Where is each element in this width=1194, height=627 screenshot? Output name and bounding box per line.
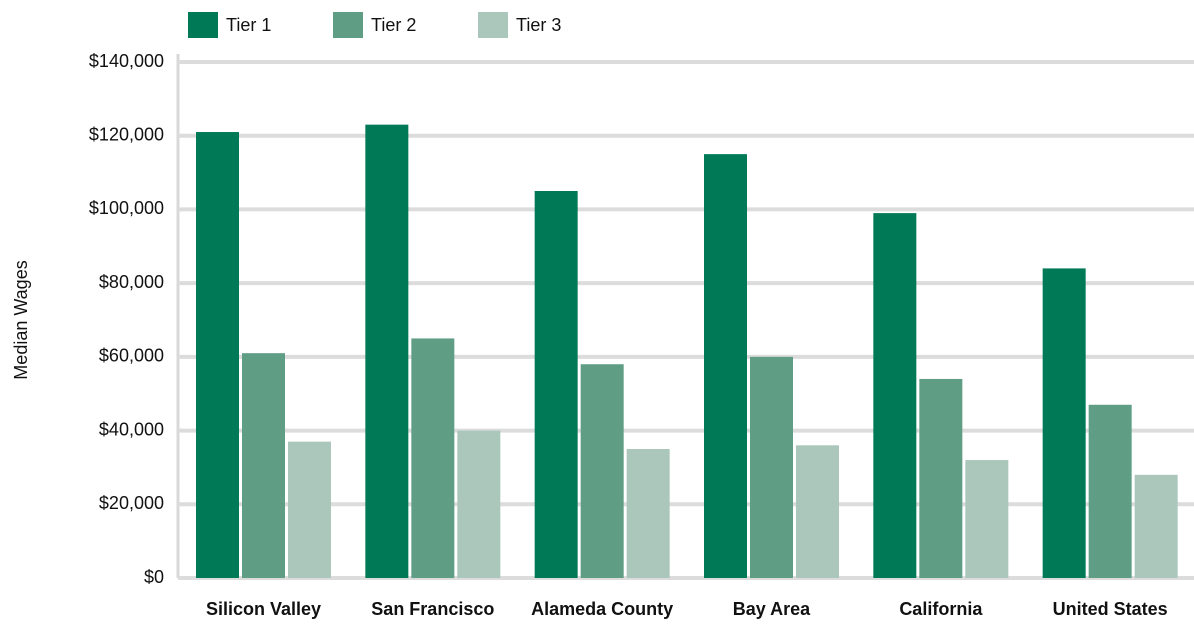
y-tick-label: $60,000: [99, 346, 164, 366]
bar: [580, 364, 624, 578]
bar: [750, 356, 793, 578]
y-tick-label: $120,000: [89, 124, 164, 144]
y-tick-label: $0: [144, 567, 164, 587]
bar: [411, 338, 455, 578]
bar: [704, 154, 747, 578]
bar: [534, 191, 578, 578]
y-tick-label: $100,000: [89, 198, 164, 218]
bar: [1134, 474, 1178, 578]
bar: [965, 460, 1009, 578]
x-tick-label: San Francisco: [371, 599, 494, 619]
bar: [796, 445, 839, 578]
y-axis-label: Median Wages: [11, 260, 31, 379]
y-tick-label: $80,000: [99, 272, 164, 292]
x-tick-label: California: [899, 599, 983, 619]
legend-swatch: [188, 12, 218, 38]
x-tick-label: Bay Area: [733, 599, 811, 619]
bar: [288, 441, 331, 578]
legend-swatch: [478, 12, 508, 38]
legend-swatch: [333, 12, 363, 38]
y-tick-label: $20,000: [99, 493, 164, 513]
bar: [457, 430, 501, 578]
bar: [242, 353, 285, 578]
bar: [1088, 404, 1132, 578]
legend-label: Tier 3: [516, 15, 561, 35]
bar: [873, 213, 917, 578]
bar: [365, 124, 409, 579]
bar: [196, 132, 239, 578]
bar: [1042, 268, 1086, 578]
x-tick-label: Alameda County: [531, 599, 673, 619]
x-tick-label: United States: [1053, 599, 1168, 619]
bar: [626, 449, 670, 578]
y-tick-label: $140,000: [89, 51, 164, 71]
legend-label: Tier 2: [371, 15, 416, 35]
y-tick-label: $40,000: [99, 419, 164, 439]
bar: [919, 378, 963, 578]
legend-label: Tier 1: [226, 15, 271, 35]
x-tick-label: Silicon Valley: [206, 599, 321, 619]
